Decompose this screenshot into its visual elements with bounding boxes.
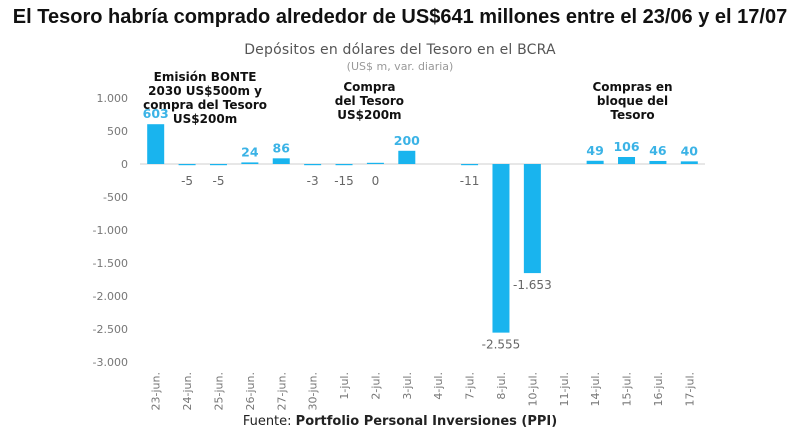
- chart-subtitle: (US$ m, var. diaria): [346, 60, 454, 73]
- annotation-line: Compras en: [592, 80, 672, 94]
- annotations: Emisión BONTE 2030 US$500m y compra del Te…: [143, 70, 673, 126]
- y-tick-label: -2.500: [93, 323, 128, 336]
- y-tick-label: 500: [107, 125, 128, 138]
- y-tick-label: -3.000: [93, 356, 128, 369]
- bar: [366, 162, 384, 164]
- x-tick-label: 10-jul.: [526, 372, 539, 407]
- x-tick-label: 2-jul.: [369, 372, 382, 400]
- bar: [680, 161, 698, 164]
- x-tick-label: 8-jul.: [495, 372, 508, 400]
- annotation-line: US$200m: [337, 108, 401, 122]
- annotation-line: US$200m: [173, 112, 237, 126]
- x-tick-label: 27-jun.: [275, 372, 288, 410]
- bar: [398, 150, 416, 164]
- bar: [335, 164, 353, 166]
- x-tick-label: 4-jul.: [432, 372, 445, 400]
- data-label: 86: [273, 140, 291, 155]
- data-label: 200: [394, 133, 420, 148]
- annotation: Emisión BONTE 2030 US$500m y compra del Te…: [143, 70, 267, 126]
- y-tick-label: -1.000: [93, 224, 128, 237]
- x-tick-label: 15-jul.: [621, 372, 634, 407]
- y-tick-label: 0: [121, 158, 128, 171]
- x-tick-label: 23-jun.: [150, 372, 163, 410]
- x-tick-label: 30-jun.: [307, 372, 320, 410]
- x-tick-label: 24-jun.: [181, 372, 194, 410]
- annotation-line: Emisión BONTE: [154, 70, 257, 84]
- y-axis: 1.000 500 0 -500 -1.000 -1.500 -2.000 -2.500 -3.…: [93, 92, 705, 369]
- data-label: 46: [649, 143, 667, 158]
- data-label: 603: [143, 106, 169, 121]
- x-tick-label: 16-jul.: [652, 372, 665, 407]
- x-tick-label: 3-jul.: [401, 372, 414, 400]
- data-label: 24: [241, 144, 259, 159]
- bar: [492, 164, 510, 333]
- annotation-line: Tesoro: [610, 108, 654, 122]
- data-label: -3: [307, 174, 319, 188]
- bar: [586, 160, 604, 164]
- bars: [147, 124, 698, 333]
- chart-title: Depósitos en dólares del Tesoro en el BC…: [244, 42, 556, 58]
- x-tick-label: 26-jun.: [244, 372, 257, 410]
- bar: [618, 157, 636, 164]
- data-label: -11: [460, 174, 480, 188]
- annotation: Compra del Tesoro US$200m: [335, 80, 404, 122]
- x-tick-label: 17-jul.: [683, 372, 696, 407]
- y-tick-label: -1.500: [93, 257, 128, 270]
- x-tick-label: 25-jun.: [212, 372, 225, 410]
- bar: [523, 164, 541, 274]
- x-tick-label: 11-jul.: [558, 372, 571, 407]
- bar: [304, 164, 322, 166]
- x-axis: 23-jun. 24-jun. 25-jun. 26-jun. 27-jun. 30-ju…: [150, 372, 697, 410]
- bar: [649, 160, 667, 164]
- source-note: Fuente: Portfolio Personal Inversiones (…: [0, 414, 800, 429]
- headline: El Tesoro habría comprado alrededor de U…: [12, 6, 788, 28]
- bar: [209, 164, 227, 166]
- bar: [147, 124, 165, 164]
- data-label: 49: [586, 143, 603, 158]
- annotation-line: 2030 US$500m y: [148, 84, 262, 98]
- annotation-line: del Tesoro: [335, 94, 404, 108]
- data-label: 0: [372, 174, 380, 188]
- annotation-line: compra del Tesoro: [143, 98, 267, 112]
- data-label: 106: [613, 139, 639, 154]
- data-labels: 603 -5 -5 24 86 -3 -15 0 200 -11 -2.555 -1.653 49 106…: [143, 106, 699, 351]
- data-label: -2.555: [482, 338, 521, 352]
- annotation-line: bloque del: [597, 94, 668, 108]
- data-label: -1.653: [513, 278, 552, 292]
- y-tick-label: 1.000: [97, 92, 129, 105]
- y-tick-label: -500: [103, 191, 128, 204]
- data-label: -15: [334, 174, 354, 188]
- bar: [461, 164, 479, 166]
- x-tick-label: 1-jul.: [338, 372, 351, 400]
- annotation: Compras en bloque del Tesoro: [592, 80, 672, 122]
- source-name: Portfolio Personal Inversiones (PPI): [295, 414, 558, 429]
- bar: [241, 162, 259, 164]
- data-label: -5: [212, 174, 224, 188]
- x-tick-label: 7-jul.: [464, 372, 477, 400]
- annotation-line: Compra: [343, 80, 395, 94]
- bar: [272, 158, 290, 164]
- source-prefix: Fuente:: [242, 414, 296, 429]
- bar: [178, 164, 196, 166]
- data-label: 40: [681, 143, 699, 158]
- x-tick-label: 14-jul.: [589, 372, 602, 407]
- data-label: -5: [181, 174, 193, 188]
- y-tick-label: -2.000: [93, 290, 128, 303]
